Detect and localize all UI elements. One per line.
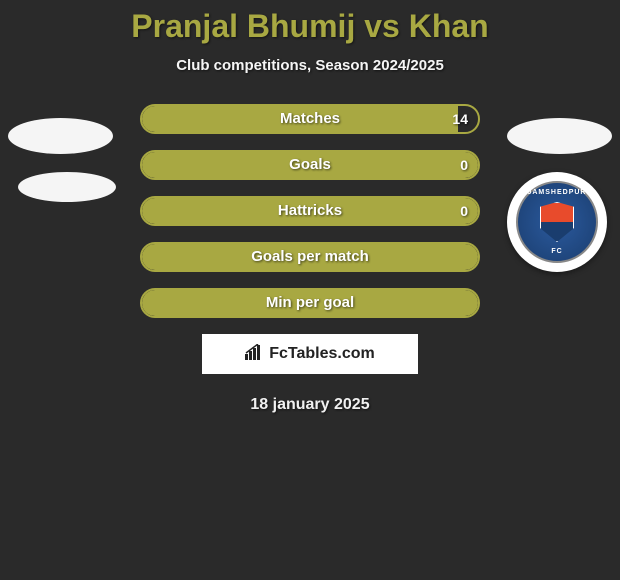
chart-icon [245,344,265,365]
stat-bar-label: Min per goal [142,290,478,316]
watermark: FcTables.com [202,334,418,374]
stat-bar-label: Hattricks [142,198,478,224]
right-avatar-column: JAMSHEDPUR FC [507,118,612,272]
club-badge-placeholder [18,172,116,202]
stat-bar-value: 0 [460,198,468,224]
stat-bar: Hattricks0 [140,196,480,226]
footer-date: 18 january 2025 [0,396,620,414]
page-title: Pranjal Bhumij vs Khan [0,0,620,45]
badge-top-text: JAMSHEDPUR [518,189,596,196]
stat-bar-value: 0 [460,152,468,178]
stat-bar: Matches14 [140,104,480,134]
player-avatar-placeholder [507,118,612,154]
badge-bottom-text: FC [518,248,596,255]
stat-bar: Goals0 [140,150,480,180]
stat-bar-label: Goals per match [142,244,478,270]
shield-icon [540,202,574,242]
stat-bar-value: 14 [452,106,468,132]
left-avatar-column [8,118,116,220]
club-badge: JAMSHEDPUR FC [507,172,607,272]
stat-bar-label: Matches [142,106,478,132]
watermark-text: FcTables.com [269,345,375,363]
stat-bar: Min per goal [140,288,480,318]
stat-bars: Matches14Goals0Hattricks0Goals per match… [140,104,480,318]
club-badge-inner: JAMSHEDPUR FC [516,181,598,263]
stat-bar-label: Goals [142,152,478,178]
page-subtitle: Club competitions, Season 2024/2025 [0,57,620,74]
player-avatar-placeholder [8,118,113,154]
stat-bar: Goals per match [140,242,480,272]
